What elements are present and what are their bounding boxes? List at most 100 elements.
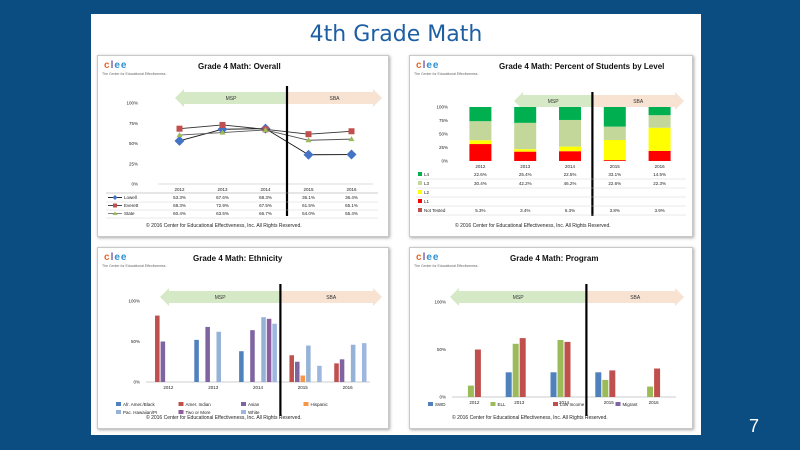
legend-label: L1: [424, 199, 430, 204]
bar-asian: [339, 359, 345, 382]
bar-swd: [505, 372, 512, 397]
data-point-state: [176, 132, 183, 138]
cee-logo: clee: [104, 60, 128, 71]
panel-overall: clee The Center for Educational Effectiv…: [97, 55, 389, 237]
legend-swatch: [303, 402, 309, 406]
x-tick-label: 2012: [475, 164, 486, 169]
x-tick-label: 2016: [346, 187, 357, 192]
slide-number: 7: [748, 416, 759, 436]
bar-swd: [550, 372, 557, 397]
data-point-everett: [176, 125, 183, 132]
table-cell: 72.9%: [216, 203, 229, 208]
bar-segment-l4: [514, 107, 537, 123]
bar-segment-l3: [603, 126, 626, 140]
legend-swatch: [418, 190, 422, 194]
x-tick-label: 2016: [343, 385, 354, 390]
copyright: © 2016 Center for Educational Effectiven…: [452, 415, 608, 421]
bar-segment-l4: [648, 107, 671, 116]
chart-title: Grade 4 Math: Program: [510, 254, 599, 263]
legend-swatch: [116, 410, 121, 414]
bar-low-income: [609, 370, 616, 397]
table-cell: 68.3%: [259, 195, 272, 200]
bar-afr-amer-black: [239, 351, 244, 382]
cee-logo: clee: [416, 252, 440, 263]
x-tick-label: 2012: [469, 400, 480, 405]
legend-marker: [112, 195, 118, 200]
x-tick-label: 2015: [610, 164, 621, 169]
data-point-lowell: [303, 149, 314, 160]
program-bar-chart: MSP SBA 0% 50% 100% 2012 2013 2014 2015 2016 SWD EL…: [428, 284, 684, 416]
copyright: © 2016 Center for Educational Effectiven…: [146, 223, 302, 229]
table-cell: 3.4%: [520, 208, 530, 213]
chart-title: Grade 4 Math: Overall: [198, 62, 281, 71]
legend-label: Pac. Hawaiian/PI: [123, 410, 157, 415]
bar-ell: [512, 343, 519, 397]
data-point-state: [305, 137, 312, 143]
x-tick-label: 2012: [163, 385, 174, 390]
legend-swatch: [418, 172, 422, 176]
table-cell: 66.7%: [259, 211, 272, 216]
data-point-state: [348, 136, 355, 142]
levels-stacked-bar-chart: MSP SBA 0% 25% 50% 75% 100% 2012 2013 2014 2015 201…: [416, 92, 686, 216]
data-point-everett: [348, 128, 355, 135]
bar-segment-l4: [469, 107, 492, 122]
msp-arrow: [175, 89, 287, 107]
x-tick-label: 2013: [217, 187, 228, 192]
bar-white: [272, 323, 277, 382]
legend-label: L3: [424, 181, 430, 186]
bar-pac-hawaiian-pi: [350, 344, 356, 382]
legend-label: Not Tested: [424, 208, 446, 213]
legend-label: White: [248, 410, 260, 415]
msp-arrow: [514, 92, 593, 110]
legend-label: SWD: [435, 402, 446, 407]
legend-swatch: [116, 402, 121, 406]
bar-pac-hawaiian-pi: [306, 345, 311, 382]
table-cell: 36.4%: [345, 195, 358, 200]
logo-tagline: The Center for Educational Effectiveness: [102, 72, 166, 76]
legend-label: Migrant: [623, 402, 639, 407]
series-line-everett: [179, 124, 309, 135]
sba-label: SBA: [326, 295, 337, 301]
copyright: © 2016 Center for Educational Effectiven…: [455, 223, 611, 229]
sba-label: SBA: [630, 295, 641, 301]
table-cell: 30.4%: [474, 181, 487, 186]
bar-ell: [602, 379, 609, 397]
y-tick-label: 50%: [131, 339, 140, 344]
legend-label: Everett: [124, 203, 139, 208]
data-point-state: [219, 129, 226, 135]
x-tick-label: 2015: [298, 385, 309, 390]
bar-segment-l1: [559, 151, 581, 161]
bar-ell: [467, 385, 474, 397]
x-tick-label: 2014: [565, 164, 576, 169]
bar-low-income: [474, 349, 481, 397]
msp-arrow: [160, 288, 281, 306]
bar-segment-l3: [648, 115, 671, 128]
table-cell: 42.2%: [519, 181, 532, 186]
table-cell: 68.3%: [173, 203, 186, 208]
msp-label: MSP: [215, 295, 227, 301]
ethnicity-bar-chart: MSP SBA 0% 50% 100% 2012 2013 2014 2015 2016 Afr. …: [116, 284, 382, 416]
table-cell: 22.6%: [474, 172, 487, 177]
y-tick-label: 100%: [434, 300, 446, 305]
bar-amer-indian: [155, 315, 160, 382]
legend-label: Lowell: [124, 195, 137, 200]
y-tick-label: 25%: [439, 145, 448, 150]
legend-swatch: [418, 199, 422, 203]
bar-segment-l2: [514, 149, 537, 152]
table-cell: 67.5%: [259, 203, 272, 208]
legend-label: ELL: [498, 402, 507, 407]
series-line-everett: [308, 130, 352, 135]
legend-swatch: [490, 402, 496, 406]
legend-swatch: [241, 410, 246, 414]
legend-label: Asian: [248, 402, 260, 407]
data-point-lowell: [174, 135, 185, 146]
legend-label: L2: [424, 190, 430, 195]
bar-segment-l2: [603, 139, 626, 161]
x-tick-label: 2013: [520, 164, 531, 169]
x-tick-label: 2016: [655, 164, 666, 169]
data-point-everett: [219, 121, 226, 128]
bar-segment-l2: [469, 140, 492, 145]
x-tick-label: 2012: [174, 187, 185, 192]
bar-segment-l4: [559, 107, 581, 120]
cee-logo: clee: [104, 252, 128, 263]
